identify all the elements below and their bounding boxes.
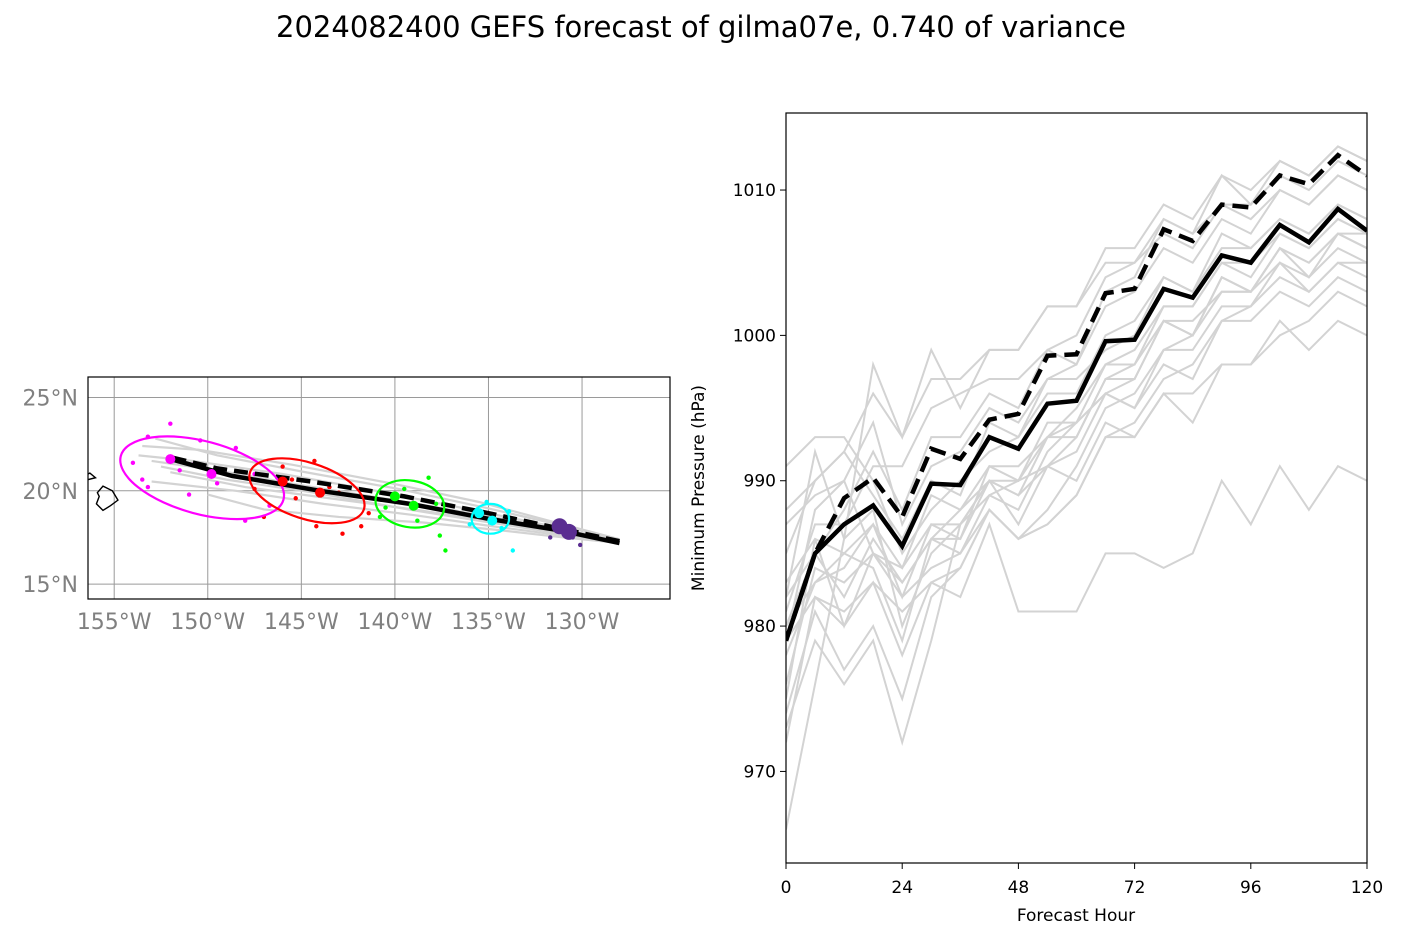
member-position-point: [415, 518, 420, 523]
figure-title: 2024082400 GEFS forecast of gilma07e, 0.…: [276, 10, 1126, 44]
member-position-point: [377, 514, 383, 520]
island-hawaii-big-island: [95, 485, 119, 512]
member-position-point: [289, 477, 295, 482]
forecast-center-marker: [474, 508, 485, 519]
member-position-point: [130, 460, 136, 466]
forecast-center-marker: [560, 523, 577, 540]
member-position-point: [233, 445, 239, 451]
member-position-point: [359, 524, 364, 529]
forecast-center-marker: [165, 454, 176, 465]
member-position-point: [177, 468, 182, 473]
map-x-tick-label: 135°W: [451, 610, 526, 635]
member-position-point: [437, 533, 443, 538]
uncertainty-ellipse: [374, 479, 446, 529]
uncertainty-ellipse: [470, 502, 511, 535]
member-position-point: [383, 505, 388, 510]
uncertainty-ellipse: [119, 435, 286, 521]
map-x-tick-label: 140°W: [358, 610, 433, 635]
member-position-point: [366, 510, 371, 516]
map-plot-area: [88, 421, 620, 553]
map-y-tick-label: 20°N: [23, 480, 78, 505]
member-position-point: [577, 542, 583, 548]
map-tick-labels: 155°W 150°W 145°W 140°W 135°W 130°W 15°N 20°N 25…: [23, 387, 620, 635]
member-position-point: [280, 464, 285, 469]
member-position-point: [186, 492, 192, 497]
forecast-center-marker: [389, 491, 400, 502]
member-position-point: [314, 524, 319, 529]
member-position-point: [510, 548, 516, 553]
map-gridlines: [88, 377, 670, 599]
map-x-tick-label: 150°W: [170, 610, 245, 635]
member-position-point: [467, 522, 472, 527]
uncertainty-ellipse: [248, 457, 366, 525]
member-position-point: [340, 531, 345, 536]
member-position-point: [145, 484, 151, 490]
island-maui: [88, 472, 97, 481]
member-position-point: [293, 496, 298, 501]
member-position-point: [214, 481, 220, 486]
member-position-point: [402, 486, 407, 492]
forecast-center-marker: [487, 515, 498, 526]
member-position-point: [426, 475, 431, 480]
ensemble-track: [160, 465, 620, 545]
member-position-point: [168, 421, 173, 426]
member-position-point: [140, 477, 145, 482]
map-frame: [87, 376, 671, 600]
map-x-tick-label: 155°W: [77, 610, 152, 635]
member-position-point: [548, 535, 553, 540]
member-position-point: [443, 548, 448, 553]
map-x-tick-label: 130°W: [545, 610, 620, 635]
forecast-center-marker: [408, 500, 419, 511]
forecast-center-marker: [277, 476, 288, 487]
map-y-tick-label: 25°N: [23, 387, 78, 412]
forecast-center-marker: [315, 487, 326, 498]
member-position-point: [312, 458, 317, 464]
map-y-tick-label: 15°N: [23, 573, 78, 598]
map-x-tick-label: 145°W: [264, 610, 339, 635]
member-position-point: [433, 501, 439, 507]
forecast-center-marker: [206, 469, 217, 480]
